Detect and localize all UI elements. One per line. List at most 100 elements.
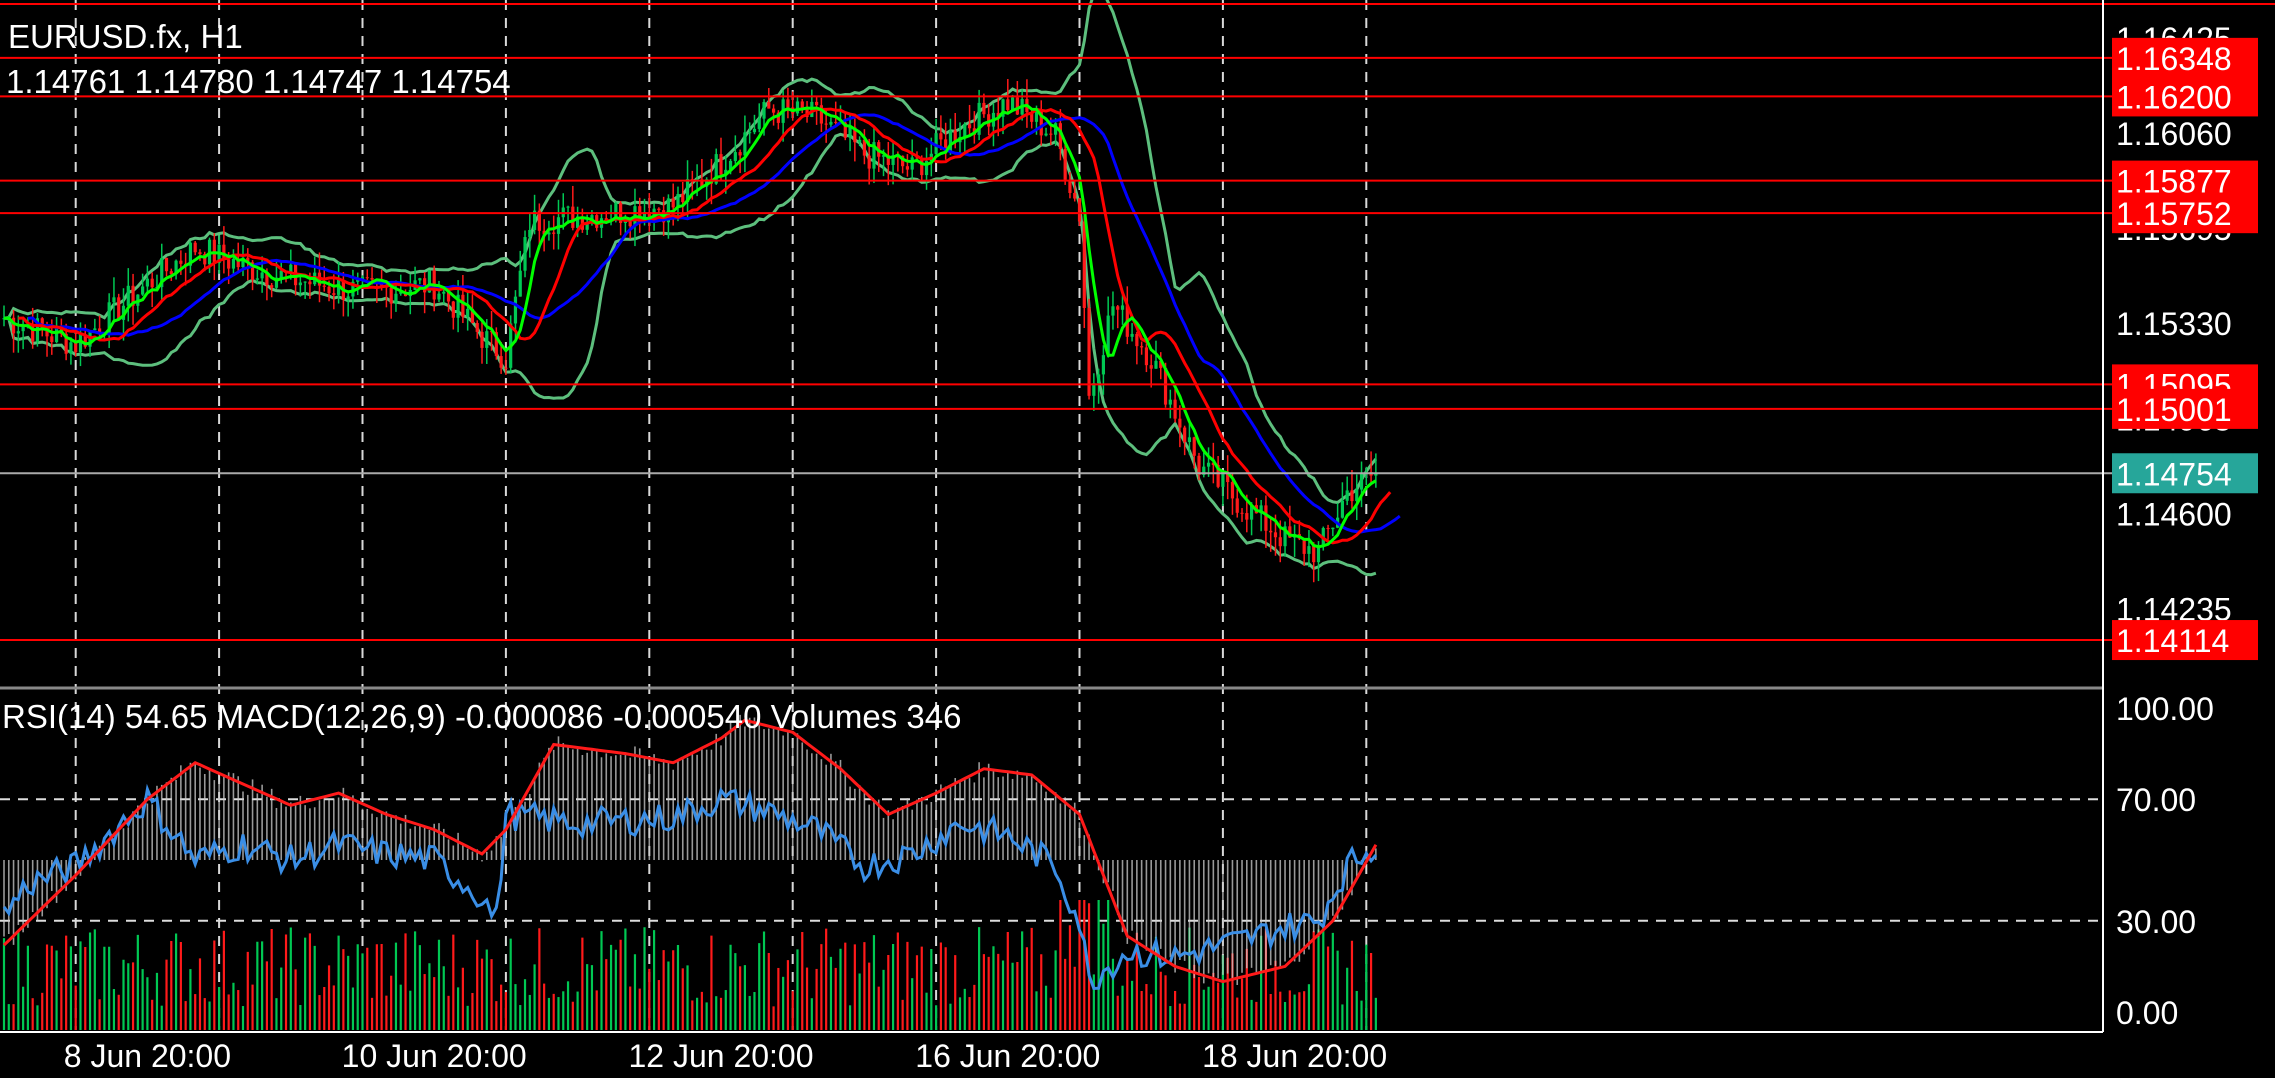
- candle-body: [188, 242, 193, 266]
- candle-body: [1197, 455, 1201, 475]
- candle-body: [518, 270, 522, 297]
- candle-body: [145, 278, 149, 287]
- candle-body: [1168, 399, 1172, 405]
- candle-body: [1302, 538, 1306, 554]
- level-label-box: [2112, 76, 2258, 117]
- candle-body: [250, 262, 255, 280]
- candle-body: [853, 127, 857, 143]
- candle-body: [1082, 221, 1086, 308]
- candle-body: [236, 258, 240, 268]
- indicator-values: RSI(14) 54.65 MACD(12,26,9) -0.000086 -0…: [2, 698, 962, 735]
- candle-body: [461, 294, 465, 317]
- level-label-box: [2112, 620, 2258, 661]
- candle-body: [1312, 546, 1316, 563]
- candle-body: [198, 252, 202, 255]
- candle-body: [728, 160, 733, 170]
- candle-body: [442, 291, 446, 294]
- candle-body: [963, 124, 967, 138]
- candle-body: [647, 212, 651, 221]
- candle-body: [31, 326, 35, 342]
- candle-body: [131, 285, 135, 306]
- indicator-pane[interactable]: [2, 714, 1378, 1030]
- candle-body: [771, 108, 776, 113]
- candle-body: [365, 277, 369, 279]
- candle-body: [1288, 526, 1292, 538]
- candle-body: [1097, 374, 1101, 384]
- candle-body: [829, 121, 833, 125]
- candle-body: [843, 122, 847, 138]
- candle-body: [1240, 512, 1244, 514]
- time-axis[interactable]: 8 Jun 20:00 10 Jun 20:00 12 Jun 20:00 16 Ju…: [64, 1038, 1387, 1074]
- candle-body: [356, 279, 360, 282]
- candle-body: [571, 206, 575, 228]
- indicator-tick-label: 0.00: [2116, 995, 2178, 1031]
- candle-body: [547, 232, 551, 235]
- candle-body: [862, 139, 866, 156]
- candle-body: [1187, 437, 1192, 443]
- candle-body: [1092, 383, 1096, 396]
- candle-body: [700, 179, 704, 187]
- candle-body: [227, 259, 231, 269]
- candle-body: [1001, 99, 1005, 117]
- price-axis[interactable]: 1.164251.160601.156951.153301.149651.146…: [2112, 21, 2258, 661]
- price-tick-label: 1.16060: [2116, 116, 2232, 152]
- candle-body: [867, 155, 871, 169]
- ma-mid-line: [18, 107, 1392, 545]
- candle-body: [504, 367, 508, 369]
- candle-body: [16, 331, 20, 334]
- candle-body: [1130, 333, 1134, 337]
- candle-body: [953, 130, 957, 143]
- candle-body: [666, 198, 671, 223]
- candle-body: [494, 332, 498, 357]
- candle-body: [585, 222, 589, 230]
- candle-body: [738, 152, 742, 156]
- bollinger-upper: [3, 0, 1378, 505]
- candle-body: [1101, 355, 1105, 375]
- candle-body: [50, 336, 54, 343]
- candle-body: [475, 323, 479, 332]
- candle-body: [1140, 346, 1144, 348]
- candle-body: [255, 278, 259, 280]
- candle-body: [456, 294, 460, 318]
- volume-bars: [2, 900, 1377, 1030]
- current-price-label: 1.14754: [2116, 456, 2232, 492]
- candle-body: [1006, 99, 1010, 110]
- candle-body: [1249, 505, 1254, 520]
- candle-body: [628, 221, 632, 227]
- candle-body: [743, 132, 747, 156]
- candle-body: [748, 132, 752, 134]
- candle-body: [260, 272, 264, 279]
- candle-body: [528, 229, 532, 238]
- candle-body: [327, 286, 331, 294]
- horizontal-levels[interactable]: [0, 3, 2275, 642]
- candle-body: [470, 308, 475, 324]
- level-label: 1.15752: [2116, 196, 2232, 232]
- candle-body: [891, 155, 895, 165]
- candle-body: [1044, 133, 1048, 136]
- candle-body: [872, 142, 876, 169]
- candle-body: [1202, 466, 1206, 475]
- indicator-lines: [2, 718, 1378, 990]
- time-tick-label: 18 Jun 20:00: [1202, 1038, 1387, 1074]
- candle-body: [480, 331, 484, 348]
- candle-body: [231, 258, 236, 269]
- candle-body: [1163, 367, 1168, 405]
- candle-body: [967, 124, 972, 129]
- ohlc-values: 1.14761 1.14780 1.14747 1.14754: [6, 63, 511, 100]
- candle-body: [542, 230, 546, 235]
- current-price-box: [2112, 453, 2258, 494]
- candle-body: [370, 278, 374, 280]
- candle-body: [924, 160, 929, 176]
- price-pane[interactable]: [0, 0, 2275, 642]
- candle-body: [915, 157, 919, 159]
- candle-body: [1058, 123, 1062, 150]
- candle-body: [948, 130, 953, 152]
- candle-body: [824, 123, 828, 125]
- candle-body: [332, 293, 336, 295]
- macd-signal-line: [2, 718, 1378, 984]
- candle-body: [1235, 498, 1239, 513]
- candle-body: [881, 155, 886, 157]
- candle-body: [11, 317, 16, 334]
- indicator-axis[interactable]: 100.00 70.00 30.00 0.00: [2116, 691, 2214, 1031]
